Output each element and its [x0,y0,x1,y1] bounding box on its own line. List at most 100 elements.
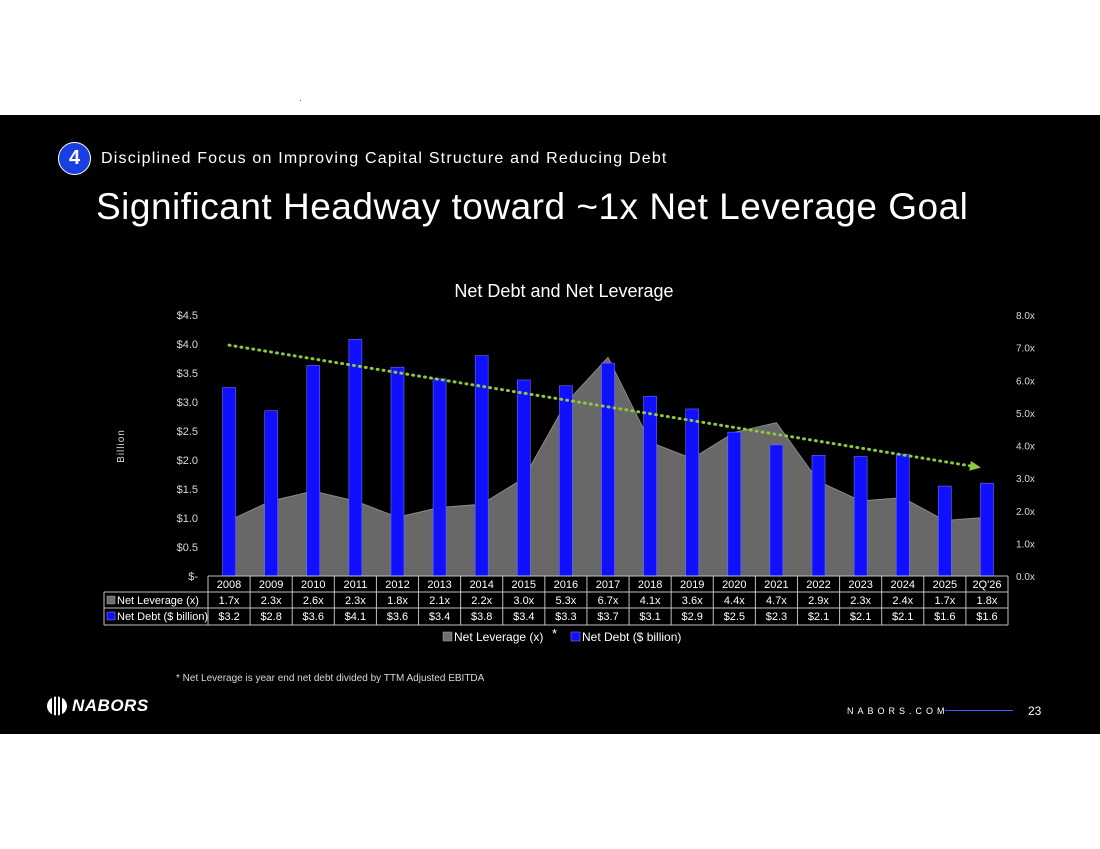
y-tick-label: $1.5 [177,484,198,496]
trendline-arrowhead [969,460,981,471]
net-debt-value: $2.1 [892,611,913,623]
y2-tick-label: 8.0x [1016,311,1035,322]
y2-tick-label: 1.0x [1016,539,1035,550]
stray-dot [300,100,301,101]
y2-tick-label: 5.0x [1016,409,1035,420]
legend-net-leverage-swatch [442,631,453,642]
y-axis-title: Billion [116,429,127,463]
net-debt-bar-2010 [306,365,321,577]
net-debt-value: $1.6 [976,611,997,623]
net-debt-value: $2.1 [850,611,871,623]
nabors-logo-icon [47,696,67,716]
net-debt-value: $3.4 [429,611,450,623]
category-label: 2024 [890,579,914,591]
net-debt-bar-2011 [348,339,363,577]
net-leverage-value: 2.4x [892,595,913,607]
net-leverage-row-key [106,595,116,605]
legend-asterisk: * [552,626,557,641]
net-debt-bar-2008 [222,387,236,577]
y-tick-label: $4.5 [177,310,198,322]
net-debt-value: $3.2 [218,611,239,623]
category-label: 2Q'26 [972,579,1001,591]
category-label: 2022 [806,579,830,591]
page-title: Significant Headway toward ~1x Net Lever… [96,186,969,227]
section-title: Disciplined Focus on Improving Capital S… [101,150,668,167]
net-leverage-value: 2.6x [303,595,324,607]
slide-background [0,115,1100,734]
category-label: 2016 [554,579,578,591]
net-debt-bar-2012 [390,366,405,577]
net-debt-value: $2.1 [808,611,829,623]
category-label: 2023 [848,579,872,591]
category-label: 2018 [638,579,662,591]
footnote: * Net Leverage is year end net debt divi… [176,673,485,684]
net-debt-row-label: Net Debt ($ billion) [117,611,208,623]
net-leverage-value: 2.3x [261,595,282,607]
net-leverage-value: 2.3x [345,595,366,607]
y2-tick-label: 3.0x [1016,474,1035,485]
legend-net-leverage-label: Net Leverage (x) [454,630,543,644]
net-leverage-value: 2.9x [808,595,829,607]
net-debt-bar-2020 [727,431,742,577]
net-leverage-value: 5.3x [555,595,576,607]
y2-tick-label: 7.0x [1016,344,1035,355]
y-tick-label: $2.5 [177,426,198,438]
category-label: 2010 [301,579,325,591]
net-debt-value: $2.9 [681,611,702,623]
net-leverage-value: 1.8x [387,595,408,607]
category-label: 2012 [385,579,409,591]
net-debt-value: $4.1 [345,611,366,623]
net-debt-value: $3.7 [597,611,618,623]
net-leverage-value: 2.1x [429,595,450,607]
chart-title: Net Debt and Net Leverage [454,281,674,301]
y2-tick-label: 6.0x [1016,376,1035,387]
chart-legend: Net Leverage (x) * Net Debt ($ billion) [442,626,681,644]
category-label: 2013 [427,579,451,591]
y-tick-label: $- [188,571,198,583]
net-debt-bar-2016 [559,385,573,577]
net-debt-value: $3.1 [639,611,660,623]
category-label: 2009 [259,579,283,591]
category-label: 2017 [596,579,620,591]
net-debt-bar-2Q'26 [980,482,994,577]
net-debt-bar-2013 [432,378,447,577]
net-leverage-value: 1.7x [219,595,240,607]
y-tick-label: $2.0 [177,455,198,467]
y-tick-label: $0.5 [177,542,198,554]
website-text: NABORS.COM [847,706,949,716]
net-debt-bar-2025 [938,485,952,577]
logo-wordmark: NABORS [72,696,149,715]
net-debt-value: $1.6 [934,611,955,623]
net-debt-bar-layer [222,339,994,577]
net-debt-bar-2017 [601,362,615,577]
y2-tick-label: 0.0x [1016,572,1035,583]
net-debt-value: $3.8 [471,611,492,623]
net-debt-value: $3.4 [513,611,534,623]
category-label: 2019 [680,579,704,591]
net-leverage-value: 6.7x [598,595,619,607]
trendline-layer [227,343,981,471]
net-debt-bar-2019 [685,408,700,577]
category-label: 2021 [764,579,788,591]
y2-tick-label: 2.0x [1016,507,1035,518]
category-label: 2015 [512,579,536,591]
legend-net-debt-swatch [570,631,581,642]
net-debt-value: $3.6 [387,611,408,623]
net-leverage-value: 4.7x [766,595,787,607]
y-tick-label: $1.0 [177,513,198,525]
net-leverage-value: 1.7x [934,595,955,607]
category-label: 2008 [217,579,241,591]
net-debt-value: $3.3 [555,611,576,623]
footer-rule [945,710,1013,711]
net-debt-row-key [106,611,116,621]
axis-label-layer: $- $0.5 $1.0 $1.5 $2.0 $2.5 $3.0 $3.5 $4.0 $4.5 0.… [116,310,1035,583]
y-tick-label: $4.0 [177,339,198,351]
net-leverage-value: 2.3x [850,595,871,607]
net-leverage-row-label: Net Leverage (x) [117,595,199,607]
page-number: 23 [1028,704,1042,718]
nabors-logo: NABORS [46,696,149,716]
net-debt-bar-2023 [853,456,868,577]
net-debt-value: $2.3 [766,611,787,623]
legend-net-debt-label: Net Debt ($ billion) [582,630,681,644]
